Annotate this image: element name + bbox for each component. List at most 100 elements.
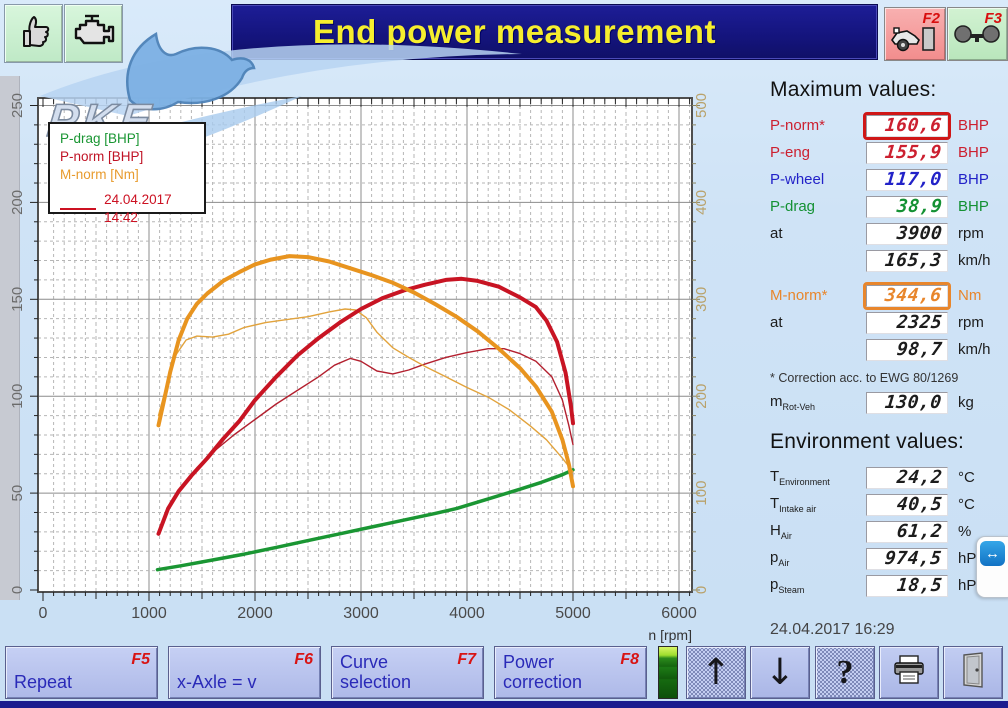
- chart-legend: P-drag [BHP] P-norm [BHP] M-norm [Nm] 24…: [48, 122, 206, 225]
- power-rpm-value-box: 3900: [866, 222, 948, 245]
- rot-mass-value-box: 130,0: [866, 391, 948, 414]
- p-eng-value-box: 155,9: [866, 141, 948, 164]
- svg-text:0: 0: [9, 586, 26, 594]
- p-eng-unit: BHP: [958, 144, 989, 161]
- curve-selection-label-line1: Curve: [340, 652, 389, 672]
- svg-text:150: 150: [9, 287, 26, 312]
- car-dyno-icon: [889, 24, 939, 61]
- repeat-button-label: Repeat: [14, 672, 73, 692]
- svg-text:400: 400: [693, 190, 710, 215]
- row-steam-pressure: pSteam 18,5 hPa: [770, 574, 985, 597]
- svg-text:0: 0: [39, 605, 48, 622]
- title-bar: End power measurement: [232, 5, 877, 59]
- svg-text:250: 250: [9, 93, 26, 118]
- curve-selection-label-line2: selection: [340, 672, 412, 692]
- power-correction-label-line2: correction: [503, 672, 583, 692]
- confirm-button[interactable]: [4, 4, 63, 63]
- power-rpm-unit: rpm: [958, 225, 984, 242]
- power-correction-label-line1: Power: [503, 652, 555, 672]
- torque-speed-value-box: 98,7: [866, 338, 948, 361]
- row-p-norm: P-norm* 160,6 BHP: [770, 111, 1006, 140]
- row-torque-speed: 98,7 km/h: [770, 336, 1006, 363]
- row-power-rpm: at 3900 rpm: [770, 220, 1006, 247]
- values-panel: Maximum values: P-norm* 160,6 BHP P-eng …: [770, 78, 1006, 639]
- up-arrow-icon: ↑: [700, 651, 732, 693]
- p-wheel-label: P-wheel: [770, 171, 825, 188]
- page-title: End power measurement: [313, 13, 716, 50]
- remote-support-badge[interactable]: ↔: [976, 536, 1008, 598]
- legend-m-norm: M-norm [Nm]: [60, 167, 139, 182]
- engine-button[interactable]: [64, 4, 123, 63]
- f2-key-label: F2: [922, 10, 940, 27]
- svg-text:200: 200: [9, 190, 26, 215]
- print-button[interactable]: [879, 646, 939, 699]
- repeat-button[interactable]: F5 Repeat: [5, 646, 158, 699]
- f3-axle-button[interactable]: F3: [947, 7, 1008, 61]
- power-correction-button[interactable]: F8 Power correction: [494, 646, 647, 699]
- svg-text:50: 50: [9, 485, 26, 502]
- mass-sub-label: Rot-Veh: [782, 402, 816, 412]
- torque-rpm-value-box: 2325: [866, 311, 948, 334]
- environment-heading: Environment values:: [770, 430, 965, 453]
- p-norm-value-box: 160,6: [863, 111, 951, 140]
- correction-note: * Correction acc. to EWG 80/1269: [770, 371, 959, 385]
- row-torque-rpm: at 2325 rpm: [770, 309, 1006, 336]
- f7-key-label: F7: [457, 651, 476, 668]
- svg-text:100: 100: [9, 384, 26, 409]
- torque-rpm-unit: rpm: [958, 314, 984, 331]
- svg-text:500: 500: [693, 93, 710, 118]
- x-axle-button-label: x-Axle = v: [177, 672, 257, 692]
- status-indicator: [658, 646, 678, 699]
- svg-text:n [rpm]: n [rpm]: [648, 627, 692, 643]
- curve-selection-button[interactable]: F7 Curve selection: [331, 646, 484, 699]
- svg-text:4000: 4000: [449, 605, 485, 622]
- row-power-speed: 165,3 km/h: [770, 247, 1006, 274]
- t-intake-value-box: 40,5: [866, 493, 948, 516]
- scroll-up-button[interactable]: ↑: [686, 646, 746, 699]
- at-label-2: at: [770, 314, 783, 331]
- mass-label: m: [770, 393, 783, 410]
- svg-text:300: 300: [693, 287, 710, 312]
- x-axle-button[interactable]: F6 x-Axle = v: [168, 646, 321, 699]
- scroll-down-button[interactable]: ↓: [750, 646, 810, 699]
- row-p-wheel: P-wheel 117,0 BHP: [770, 166, 1006, 193]
- legend-p-norm: P-norm [BHP]: [60, 149, 144, 164]
- power-speed-value-box: 165,3: [866, 249, 948, 272]
- help-button[interactable]: ?: [815, 646, 875, 699]
- m-norm-label: M-norm*: [770, 287, 828, 304]
- f2-roller-button[interactable]: F2: [884, 7, 946, 61]
- p-wheel-value-box: 117,0: [866, 168, 948, 191]
- svg-text:1000: 1000: [131, 605, 167, 622]
- svg-text:200: 200: [693, 384, 710, 409]
- p-norm-label: P-norm*: [770, 117, 826, 134]
- air-pressure-value-box: 974,5: [866, 547, 948, 570]
- row-air-pressure: pAir 974,5 hPa: [770, 547, 985, 570]
- p-drag-label: P-drag: [770, 198, 816, 215]
- t-environment-value-box: 24,2: [866, 466, 948, 489]
- down-arrow-icon: ↓: [764, 651, 796, 693]
- thumbs-up-icon: [14, 11, 54, 56]
- f5-key-label: F5: [131, 651, 150, 668]
- at-label: at: [770, 225, 783, 242]
- row-t-environment: TEnvironment 24,2 °C: [770, 466, 975, 489]
- legend-line-sample: [60, 208, 97, 210]
- f8-key-label: F8: [620, 651, 639, 668]
- m-norm-unit: Nm: [958, 287, 982, 304]
- row-m-norm: M-norm* 344,6 Nm: [770, 281, 1006, 310]
- bottom-divider: [0, 701, 1008, 708]
- p-drag-unit: BHP: [958, 198, 989, 215]
- printer-icon: [892, 654, 926, 691]
- rot-mass-unit: kg: [958, 394, 974, 411]
- power-speed-unit: km/h: [958, 252, 991, 269]
- steam-pressure-value-box: 18,5: [866, 574, 948, 597]
- svg-text:100: 100: [693, 481, 710, 506]
- svg-text:3000: 3000: [343, 605, 379, 622]
- svg-text:6000: 6000: [661, 605, 697, 622]
- svg-text:2000: 2000: [237, 605, 273, 622]
- teamviewer-icon: ↔: [980, 541, 1005, 566]
- f6-key-label: F6: [294, 651, 313, 668]
- exit-button[interactable]: [943, 646, 1003, 699]
- row-p-drag: P-drag 38,9 BHP: [770, 193, 1006, 220]
- legend-p-drag: P-drag [BHP]: [60, 131, 140, 146]
- humidity-value-box: 61,2: [866, 520, 948, 543]
